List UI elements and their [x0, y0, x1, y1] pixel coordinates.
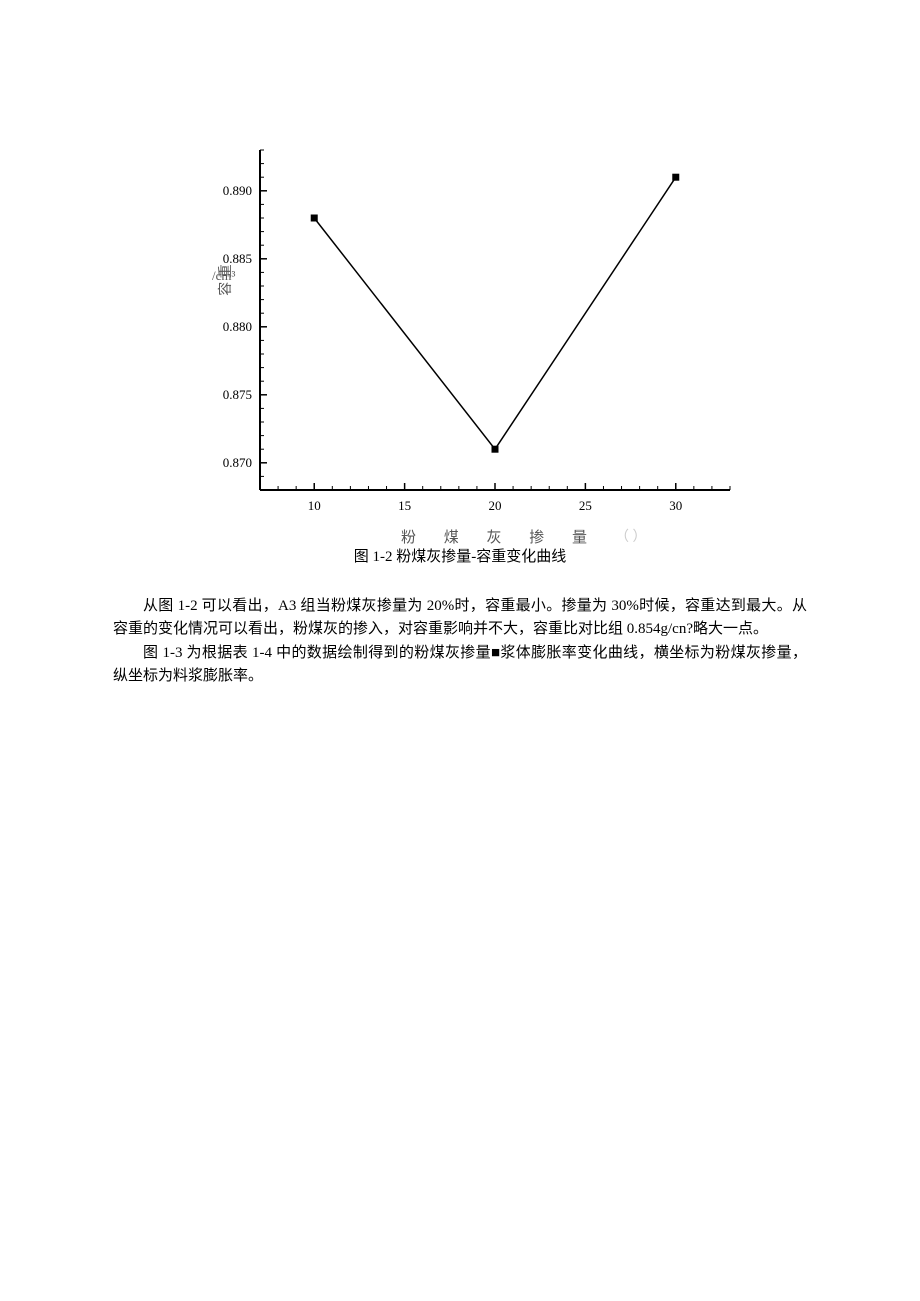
figure-caption: 图 1-2 粉煤灰掺量-容重变化曲线: [180, 545, 740, 566]
svg-text:10: 10: [308, 498, 321, 513]
body-text-block: 从图 1-2 可以看出，A3 组当粉煤灰掺量为 20%时，容重最小。掺量为 30…: [113, 595, 807, 688]
y-axis-unit: /cm³: [212, 268, 235, 284]
line-chart: 10152025300.8700.8750.8800.8850.890: [180, 140, 740, 545]
x-axis-unit: （ ）: [615, 526, 647, 546]
svg-text:15: 15: [398, 498, 411, 513]
paragraph-2: 图 1-3 为根据表 1-4 中的数据绘制得到的粉煤灰掺量■浆体膨胀率变化曲线，…: [113, 642, 807, 689]
svg-text:0.875: 0.875: [223, 387, 252, 402]
svg-text:20: 20: [489, 498, 502, 513]
svg-text:0.870: 0.870: [223, 455, 252, 470]
svg-text:25: 25: [579, 498, 592, 513]
paragraph-1: 从图 1-2 可以看出，A3 组当粉煤灰掺量为 20%时，容重最小。掺量为 30…: [113, 595, 807, 642]
page-container: 10152025300.8700.8750.8800.8850.890 容 重 …: [0, 0, 920, 1301]
svg-text:30: 30: [669, 498, 682, 513]
chart-container: 10152025300.8700.8750.8800.8850.890: [180, 140, 740, 570]
svg-text:0.890: 0.890: [223, 183, 252, 198]
x-axis-label: 粉 煤 灰 掺 量: [260, 526, 740, 547]
